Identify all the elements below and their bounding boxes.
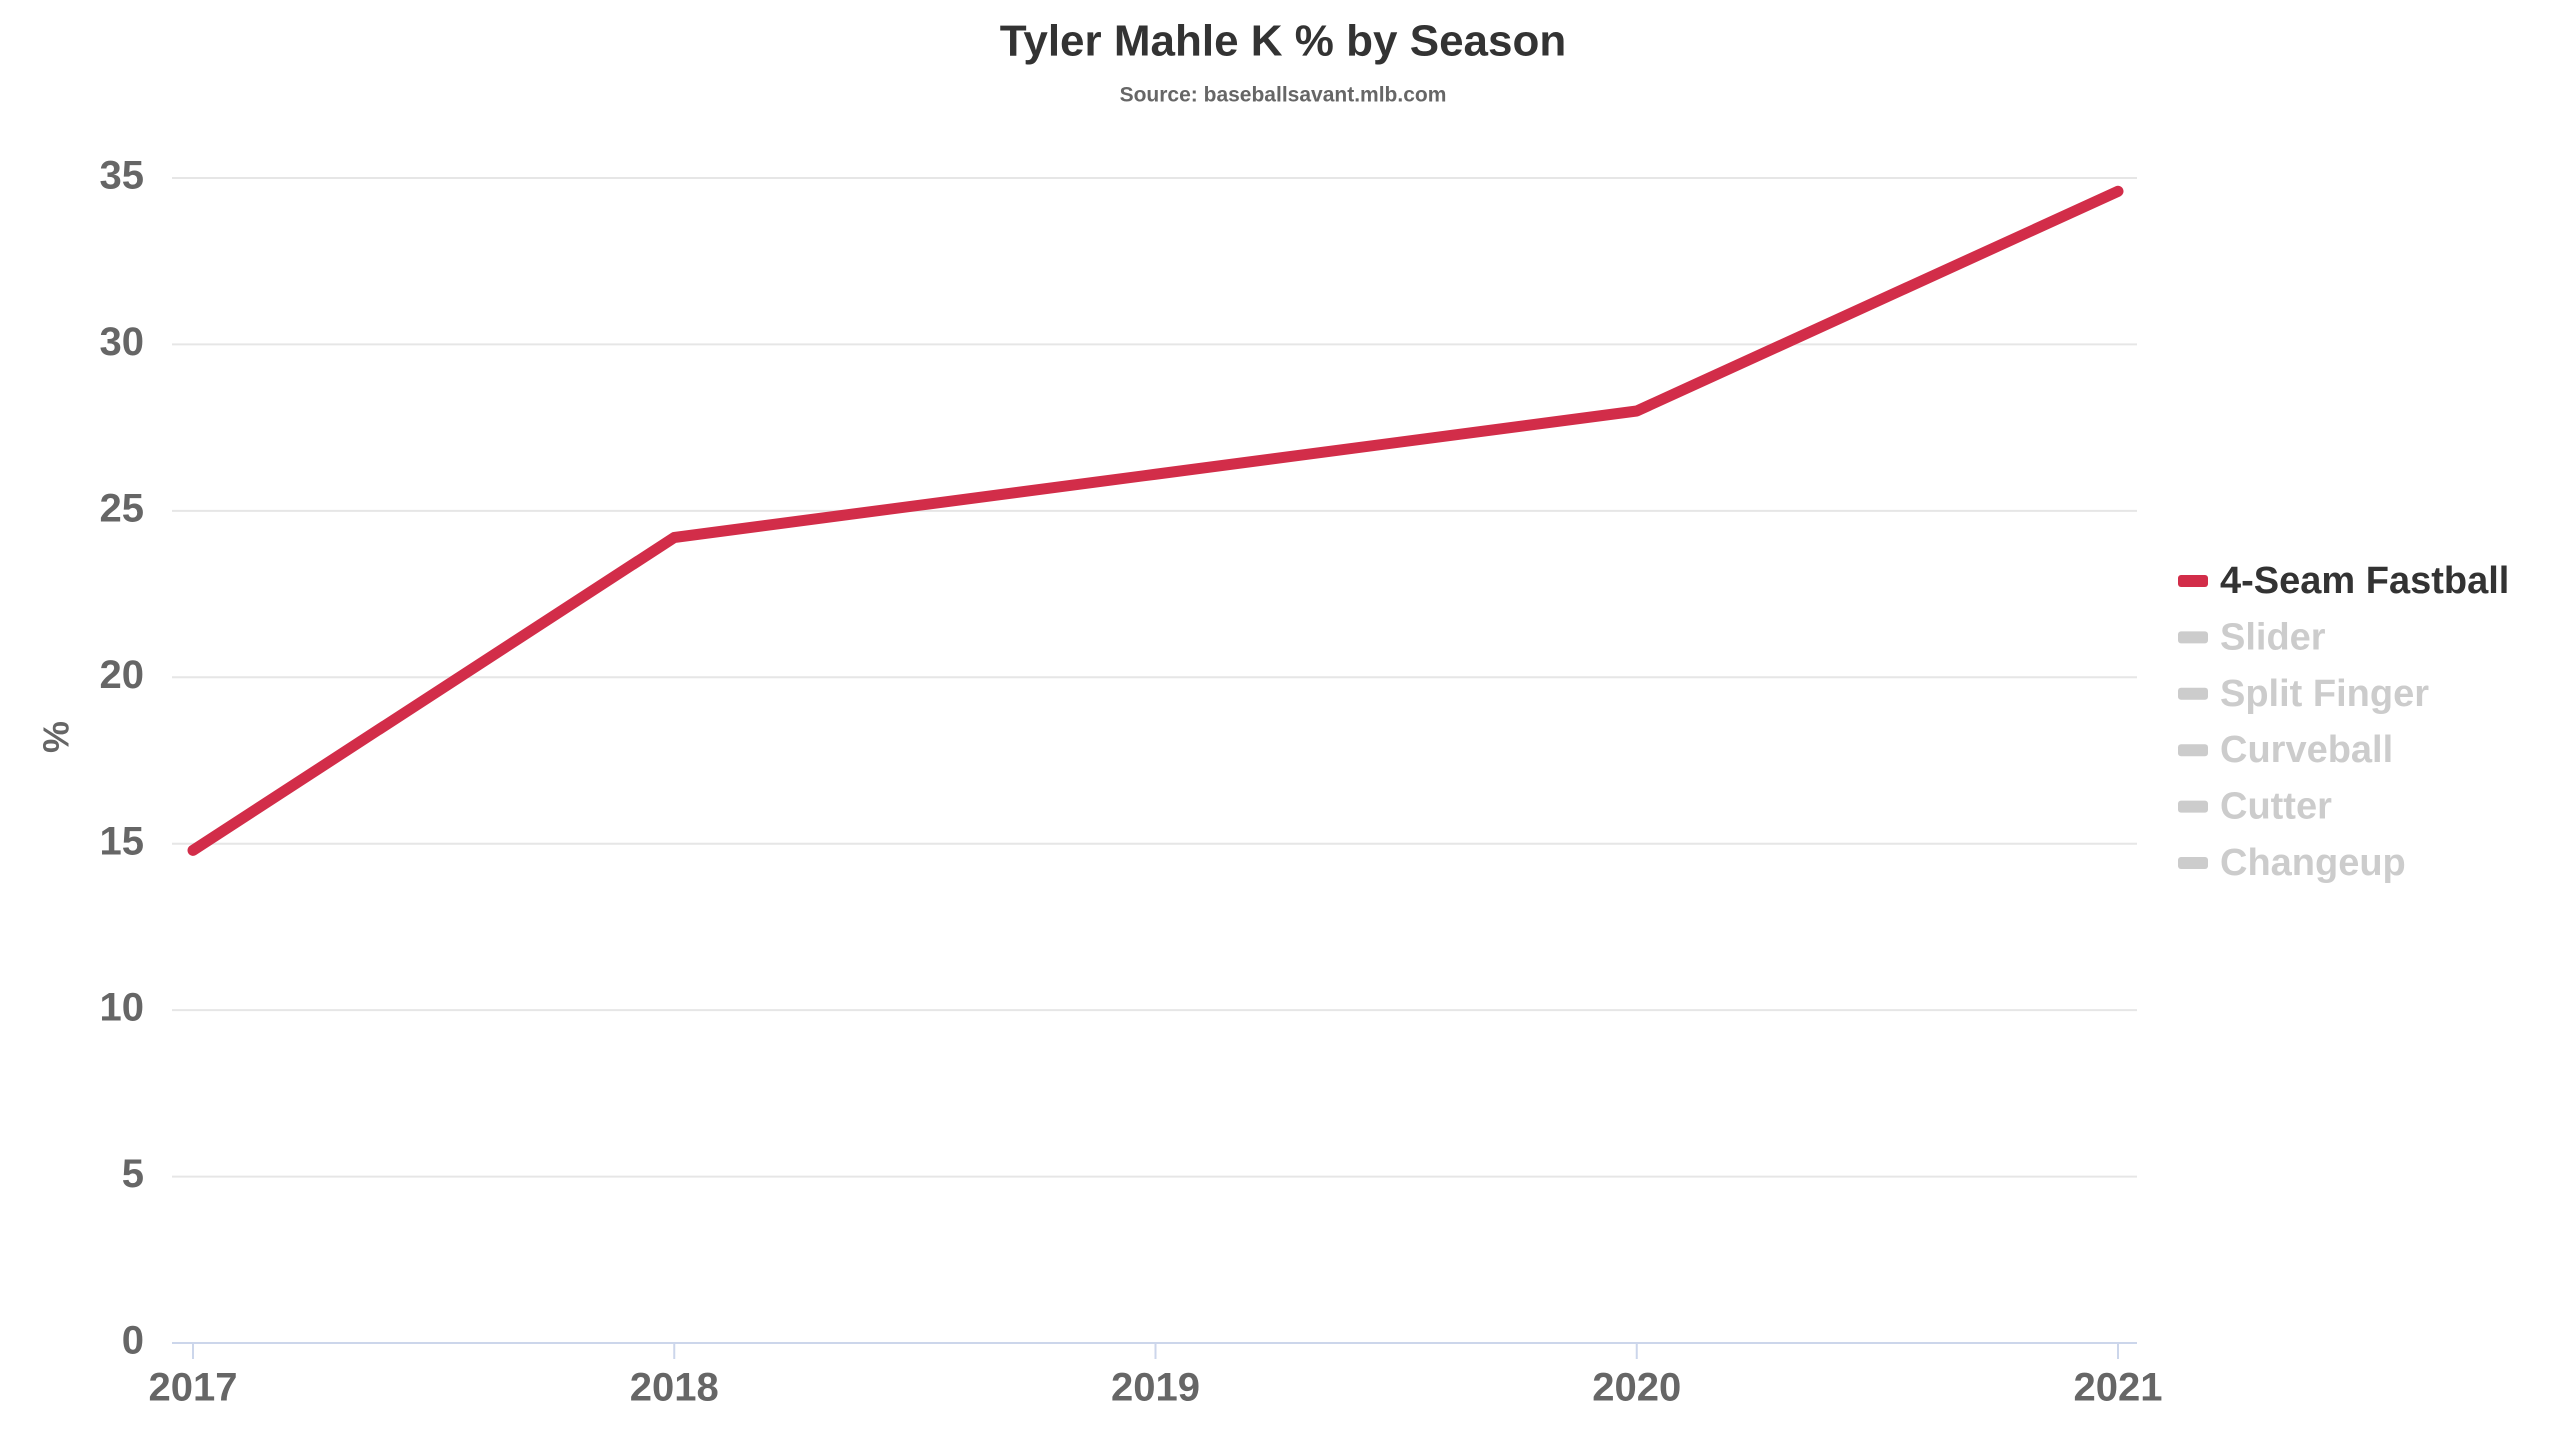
x-tick-label: 2019: [1111, 1366, 1200, 1410]
x-tick-label: 2021: [2074, 1366, 2163, 1410]
y-tick-label: 25: [100, 486, 145, 530]
y-tick-label: 0: [122, 1319, 144, 1363]
x-tick-label: 2018: [630, 1366, 719, 1410]
series-line: [187, 185, 2124, 856]
y-tick-label: 30: [100, 320, 145, 364]
x-tick-label: 2020: [1592, 1366, 1681, 1410]
legend-symbol: [2178, 631, 2208, 644]
legend-label: Changeup: [2220, 842, 2406, 884]
y-axis-label: %: [36, 721, 77, 753]
y-tick-label: 5: [122, 1152, 144, 1196]
legend-symbol: [2178, 857, 2208, 869]
chart-title: Tyler Mahle K % by Season: [1000, 17, 1566, 66]
legend-symbol: [2178, 687, 2208, 700]
legend-symbol: [2178, 744, 2208, 757]
y-tick-label: 35: [100, 154, 145, 198]
legend-label: 4-Seam Fastball: [2220, 560, 2509, 602]
legend-label: Slider: [2220, 616, 2326, 658]
y-tick-label: 20: [100, 653, 145, 697]
legend-symbol: [2178, 575, 2208, 587]
y-tick-label: 10: [100, 986, 145, 1030]
y-tick-label: 15: [100, 819, 145, 863]
x-tick-label: 2017: [149, 1366, 238, 1410]
legend-symbol: [2178, 800, 2208, 813]
legend-label: Curveball: [2220, 729, 2393, 771]
chart-subtitle: Source: baseballsavant.mlb.com: [1120, 84, 1447, 107]
legend-label: Split Finger: [2220, 673, 2429, 715]
legend-label: Cutter: [2220, 786, 2332, 828]
